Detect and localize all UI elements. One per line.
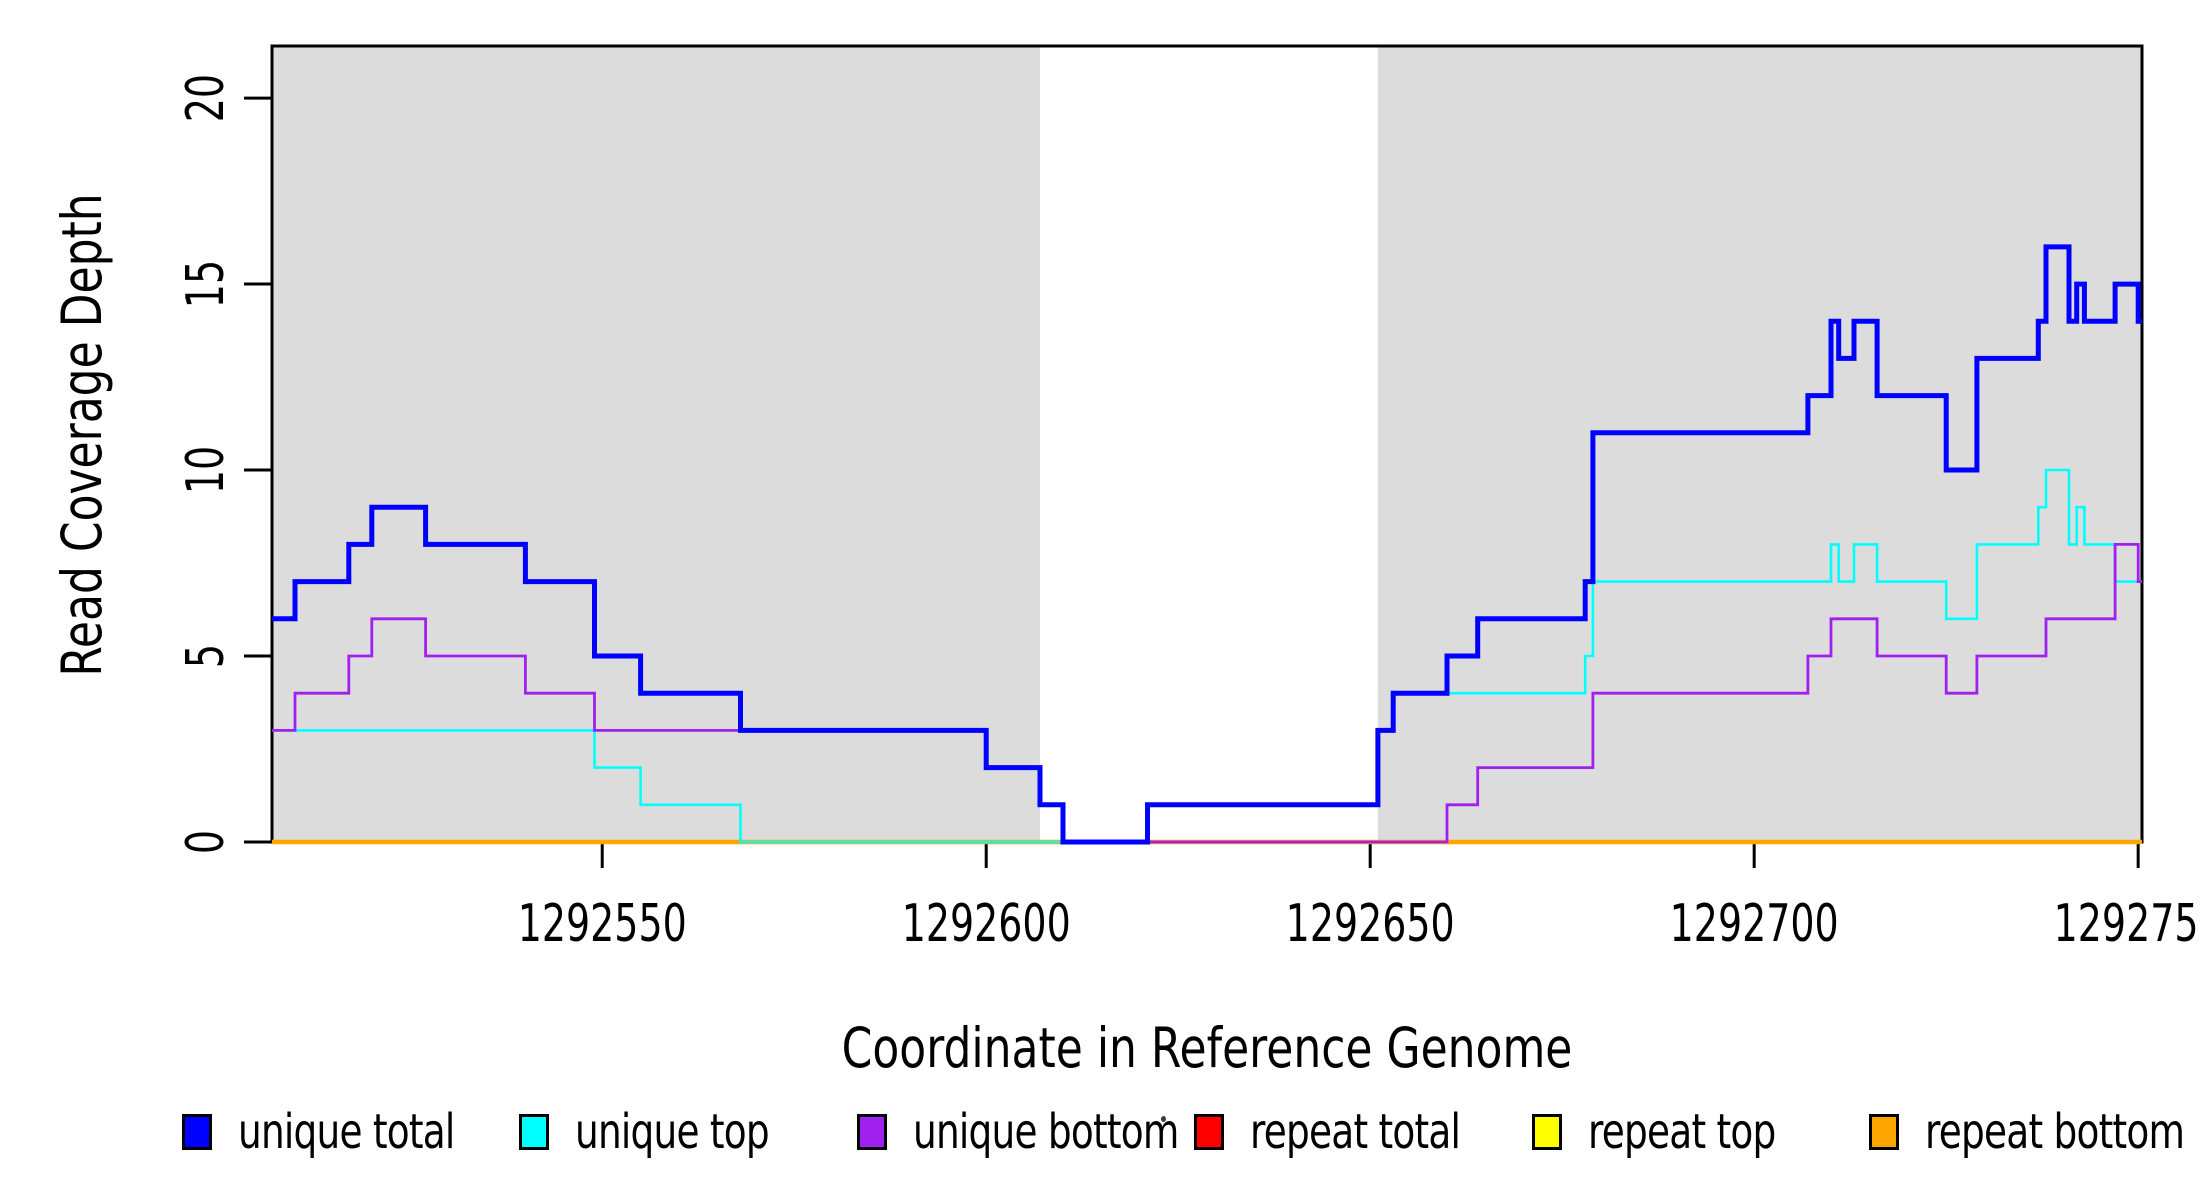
legend-item-repeat-bottom: repeat bottom: [1869, 1104, 2200, 1160]
y-tick-label: 0: [175, 830, 236, 854]
legend-item-repeat-top: repeat top: [1531, 1104, 1828, 1160]
legend-label: repeat total: [1250, 1104, 1461, 1160]
legend-item-unique-top: unique top: [519, 1104, 824, 1160]
y-axis-title: Read Coverage Depth: [50, 193, 114, 677]
series-line-unique-total: [272, 244, 2142, 845]
legend-label: unique total: [238, 1104, 455, 1160]
y-tick-label: 10: [175, 446, 236, 494]
legend-label: unique bottom: [912, 1104, 1179, 1160]
legend-swatch-repeat-total: [1194, 1114, 1225, 1150]
highlight-band-1: [1377, 46, 2142, 842]
x-tick-label: 1292600: [902, 893, 1071, 954]
series-line-unique-bottom: [272, 543, 2142, 844]
x-tick-label: 1292550: [518, 893, 687, 954]
y-tick-label: 20: [175, 74, 236, 122]
highlight-band-0: [272, 46, 1040, 842]
legend-swatch-repeat-top: [1531, 1114, 1562, 1150]
series-lines: [272, 244, 2142, 845]
legend-item-repeat-total: repeat total: [1194, 1104, 1519, 1160]
legend-label: repeat top: [1587, 1104, 1776, 1160]
x-tick-label: 1292650: [1286, 893, 1455, 954]
legend-item-unique-bottom: unique bottom: [856, 1104, 1253, 1160]
legend-swatch-unique-bottom: [856, 1114, 887, 1150]
x-tick-label: 1292700: [1670, 893, 1839, 954]
y-tick-label: 5: [175, 644, 236, 668]
legend-label: repeat bottom: [1925, 1104, 2185, 1160]
legend-label: unique top: [575, 1104, 770, 1160]
legend-swatch-unique-total: [182, 1114, 212, 1150]
stray-dot-artifact: [1161, 1116, 1166, 1122]
legend-item-unique-total: unique total: [182, 1104, 516, 1160]
x-axis-title: Coordinate in Reference Genome: [841, 1016, 1573, 1080]
legend-swatch-unique-top: [519, 1114, 550, 1150]
y-tick-label: 15: [175, 260, 236, 308]
legend-swatch-repeat-bottom: [1869, 1114, 1899, 1150]
